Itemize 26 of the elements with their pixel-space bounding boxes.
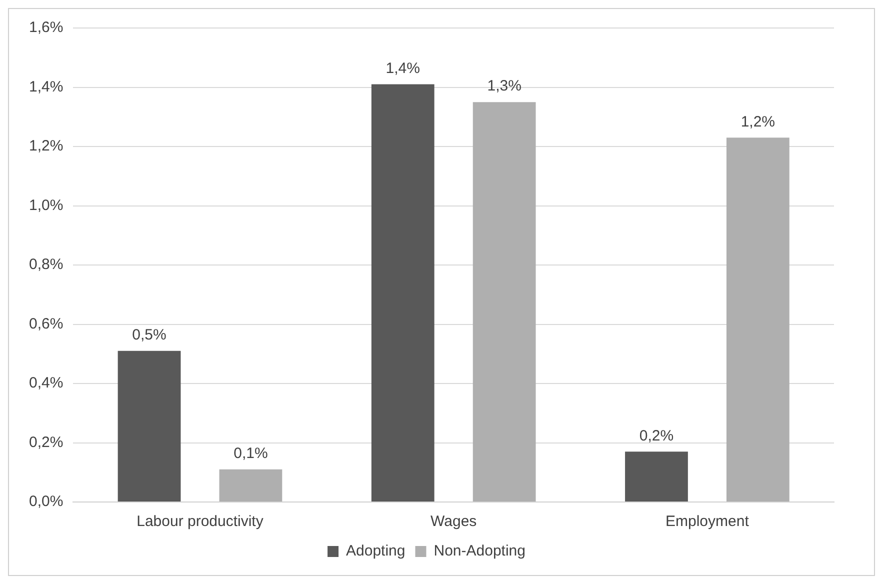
x-tick-label: Labour productivity bbox=[136, 513, 264, 530]
bar bbox=[472, 102, 536, 502]
y-tick-label: 0,0% bbox=[28, 493, 64, 510]
data-label: 0,2% bbox=[639, 427, 674, 444]
legend-label: Non-Adopting bbox=[434, 542, 526, 560]
data-label: 1,2% bbox=[740, 113, 776, 130]
bar bbox=[625, 452, 688, 502]
y-tick-label: 1,0% bbox=[28, 196, 64, 214]
x-tick-label: Wages bbox=[430, 513, 477, 530]
bar bbox=[118, 350, 181, 502]
legend-label: Adopting bbox=[346, 542, 406, 560]
y-tick-label: 0,6% bbox=[28, 315, 64, 332]
data-label: 1,4% bbox=[386, 60, 420, 77]
y-tick-label: 0,8% bbox=[28, 256, 64, 274]
bar bbox=[371, 84, 434, 502]
x-tick-label: Employment bbox=[666, 513, 750, 530]
bar bbox=[219, 469, 282, 502]
y-tick-label: 0,4% bbox=[28, 374, 64, 392]
data-label: 0,5% bbox=[132, 326, 166, 344]
data-label: 0,1% bbox=[234, 445, 268, 462]
y-tick-label: 1,2% bbox=[28, 138, 64, 155]
bar bbox=[726, 138, 790, 502]
y-tick-label: 0,2% bbox=[28, 434, 64, 451]
y-tick-label: 1,6% bbox=[28, 19, 64, 36]
y-tick-label: 1,4% bbox=[28, 78, 64, 96]
data-label: 1,3% bbox=[487, 78, 522, 95]
